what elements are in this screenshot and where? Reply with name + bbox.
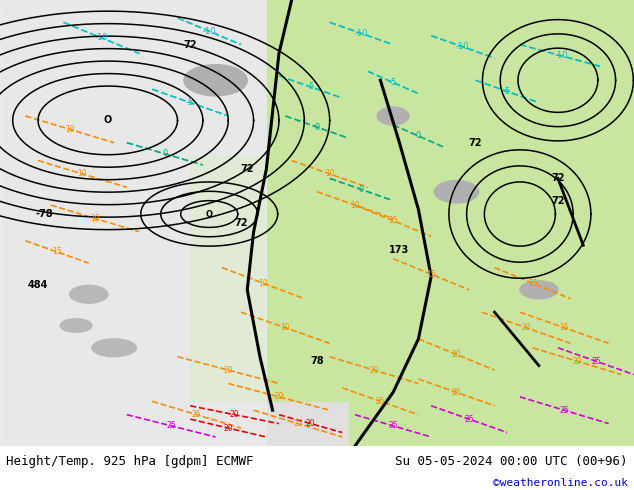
Ellipse shape [60, 319, 92, 332]
Text: 15: 15 [426, 270, 436, 279]
Text: 10: 10 [258, 279, 268, 288]
Text: -10: -10 [456, 42, 470, 51]
Text: 20: 20 [274, 392, 284, 401]
Text: 15: 15 [559, 323, 569, 332]
Ellipse shape [434, 181, 479, 203]
Text: -10: -10 [354, 29, 368, 38]
Text: -5: -5 [306, 82, 315, 92]
Ellipse shape [70, 285, 108, 303]
Text: 20: 20 [306, 419, 316, 428]
Bar [190, 156, 476, 401]
Text: 78: 78 [310, 356, 324, 366]
Text: Height/Temp. 925 hPa [gdpm] ECMWF: Height/Temp. 925 hPa [gdpm] ECMWF [6, 455, 254, 468]
Text: 10: 10 [325, 170, 335, 178]
Text: 0: 0 [359, 185, 364, 194]
Text: 25: 25 [451, 388, 462, 397]
Text: Su 05-05-2024 00:00 UTC (00+96): Su 05-05-2024 00:00 UTC (00+96) [395, 455, 628, 468]
Ellipse shape [520, 281, 558, 299]
Text: -5: -5 [503, 87, 512, 96]
Text: 10: 10 [77, 170, 87, 178]
Bar [349, 290, 634, 446]
Text: 72: 72 [469, 138, 482, 147]
Text: 0: 0 [416, 131, 421, 141]
Text: -5: -5 [186, 98, 195, 107]
Text: O: O [103, 115, 112, 125]
Ellipse shape [377, 107, 409, 125]
Text: 15: 15 [527, 279, 538, 288]
Bar [266, 0, 634, 312]
Text: 25: 25 [591, 357, 601, 366]
Text: 20: 20 [223, 423, 233, 433]
Text: 20: 20 [230, 410, 240, 419]
Text: 72: 72 [183, 40, 197, 49]
Bar [0, 0, 266, 446]
Text: 25: 25 [559, 406, 569, 415]
Text: 15: 15 [52, 247, 62, 256]
Text: 15: 15 [388, 216, 398, 225]
Text: 10: 10 [280, 323, 290, 332]
Text: -5: -5 [389, 78, 398, 87]
Text: -10: -10 [554, 51, 568, 60]
Text: 25: 25 [293, 419, 303, 428]
Text: 173: 173 [389, 245, 410, 255]
Text: 72: 72 [551, 173, 565, 183]
Text: 0: 0 [314, 122, 320, 132]
Text: 10: 10 [90, 214, 100, 223]
Text: 20: 20 [369, 366, 379, 374]
Text: 25: 25 [375, 397, 385, 406]
Text: 72: 72 [240, 165, 254, 174]
Text: 72: 72 [234, 218, 248, 228]
Ellipse shape [92, 339, 136, 357]
Text: -78: -78 [36, 209, 53, 219]
Text: 484: 484 [28, 280, 48, 291]
Text: 20: 20 [451, 350, 462, 359]
Bar [507, 201, 634, 446]
Text: 0: 0 [162, 149, 167, 158]
Text: 10: 10 [350, 200, 360, 210]
Text: 25: 25 [464, 415, 474, 424]
Text: 25: 25 [191, 410, 202, 419]
Text: ©weatheronline.co.uk: ©weatheronline.co.uk [493, 478, 628, 489]
Ellipse shape [184, 65, 247, 96]
Text: 20: 20 [572, 357, 582, 366]
Text: 20: 20 [521, 323, 531, 332]
Text: 10: 10 [65, 125, 75, 134]
Text: 72: 72 [551, 196, 565, 206]
Text: -10: -10 [94, 33, 108, 43]
Text: 20: 20 [223, 366, 233, 374]
Text: 25: 25 [166, 421, 176, 430]
Text: 25: 25 [388, 421, 398, 430]
Text: -10: -10 [202, 27, 216, 36]
Text: O: O [205, 210, 213, 219]
